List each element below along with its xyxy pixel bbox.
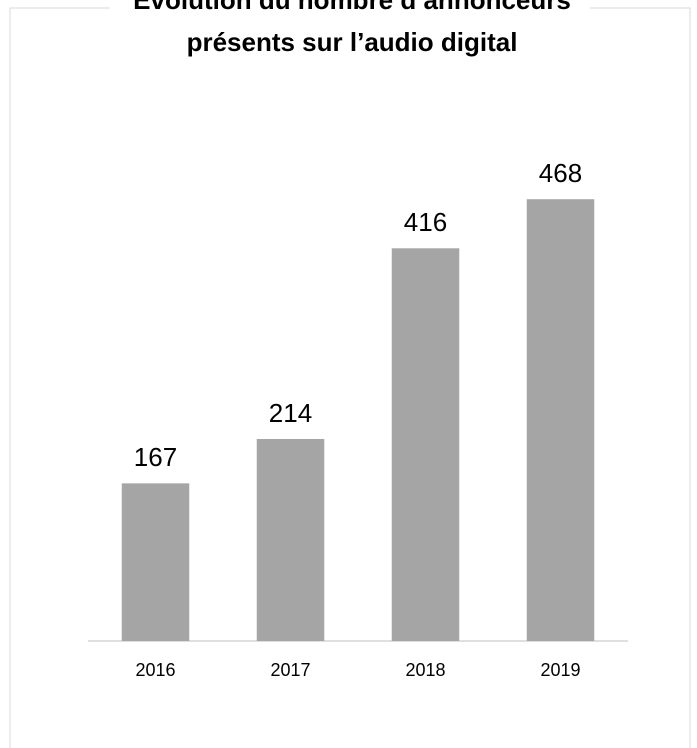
bar — [526, 199, 595, 641]
data-label: 214 — [269, 398, 312, 428]
bar — [391, 248, 460, 641]
bar — [121, 483, 190, 641]
data-label: 416 — [404, 207, 447, 237]
x-tick-label: 2016 — [135, 660, 175, 680]
bar — [256, 438, 325, 641]
x-tick-label: 2019 — [540, 660, 580, 680]
chart-title: présents sur l’audio digital — [187, 27, 518, 57]
title-backdrop — [110, 0, 590, 30]
x-tick-label: 2018 — [405, 660, 445, 680]
chart-title: Évolution du nombre d’annonceurs — [133, 0, 571, 15]
x-tick-label: 2017 — [270, 660, 310, 680]
data-label: 468 — [539, 158, 582, 188]
data-label: 167 — [134, 442, 177, 472]
